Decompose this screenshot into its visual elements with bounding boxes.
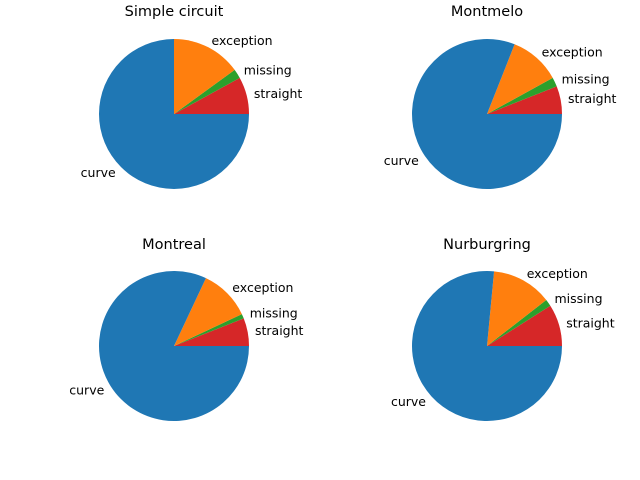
slice-label-straight: straight bbox=[254, 86, 303, 101]
pie-montmelo: Montmelo straight missing exception curve bbox=[384, 4, 617, 190]
slice-straight bbox=[174, 318, 249, 346]
slice-exception bbox=[174, 278, 242, 346]
slice-label-missing: missing bbox=[250, 306, 298, 321]
slice-curve bbox=[99, 39, 249, 189]
pie-simple-circuit: Simple circuit straight missing exception cu… bbox=[81, 4, 303, 189]
slice-exception bbox=[487, 44, 553, 114]
pie-title: Montmelo bbox=[451, 4, 523, 20]
slice-label-exception: exception bbox=[232, 280, 293, 295]
slice-straight bbox=[174, 77, 249, 114]
slice-straight bbox=[487, 86, 562, 114]
slice-label-curve: curve bbox=[69, 383, 104, 398]
slice-missing bbox=[487, 300, 551, 346]
slice-label-curve: curve bbox=[384, 153, 419, 168]
slice-label-exception: exception bbox=[527, 266, 588, 281]
slice-label-curve: curve bbox=[391, 394, 426, 409]
pie-title: Montreal bbox=[142, 237, 206, 253]
slice-label-straight: straight bbox=[255, 323, 304, 338]
slice-label-missing: missing bbox=[555, 291, 603, 306]
pie-title: Nurburgring bbox=[443, 237, 531, 253]
pie-title: Simple circuit bbox=[125, 4, 224, 20]
pie-nurburgring: Nurburgring straight missing exception curve bbox=[391, 237, 615, 421]
slice-label-straight: straight bbox=[566, 316, 615, 331]
slice-missing bbox=[487, 77, 557, 114]
slice-curve bbox=[411, 39, 562, 190]
pie-montreal: Montreal straight missing exception curve bbox=[69, 237, 304, 422]
slice-label-missing: missing bbox=[244, 62, 292, 77]
slice-label-straight: straight bbox=[568, 91, 617, 106]
slice-curve bbox=[412, 270, 562, 421]
slice-label-missing: missing bbox=[562, 71, 610, 86]
slice-exception bbox=[174, 39, 235, 114]
slice-straight bbox=[487, 305, 562, 346]
slice-missing bbox=[174, 69, 240, 114]
slice-curve bbox=[99, 271, 250, 422]
slice-label-exception: exception bbox=[542, 45, 603, 60]
slice-missing bbox=[174, 314, 244, 346]
slice-label-exception: exception bbox=[212, 33, 273, 48]
slice-label-curve: curve bbox=[81, 165, 116, 180]
slice-exception bbox=[487, 271, 547, 346]
